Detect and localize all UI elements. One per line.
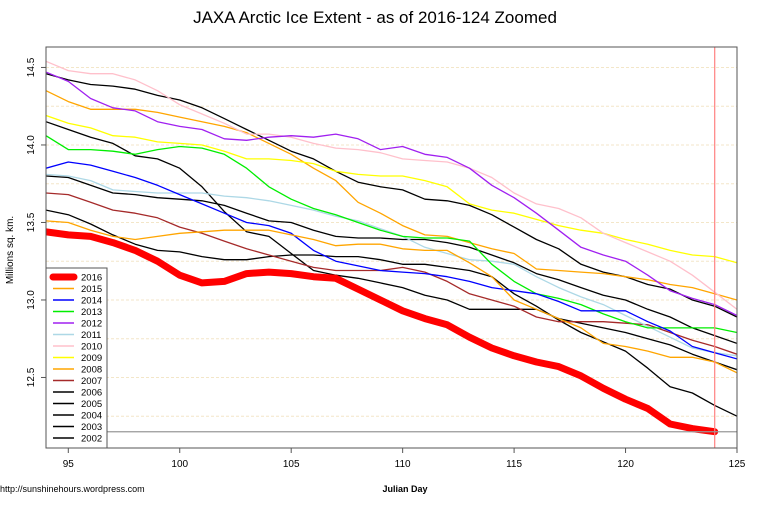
x-tick-label: 125	[729, 459, 746, 470]
x-tick-label: 95	[63, 459, 75, 470]
legend-label-2008: 2008	[81, 365, 102, 376]
y-tick-label: 12.5	[26, 367, 37, 387]
x-tick-label: 100	[171, 459, 188, 470]
legend-label-2005: 2005	[81, 399, 102, 410]
legend-label-2013: 2013	[81, 307, 102, 318]
x-tick-label: 105	[283, 459, 300, 470]
x-tick-label: 120	[617, 459, 634, 470]
legend-label-2016: 2016	[81, 273, 102, 284]
legend-label-2012: 2012	[81, 319, 102, 330]
grid-lines	[46, 66, 737, 417]
reference-lines	[46, 47, 737, 448]
legend-label-2006: 2006	[81, 388, 102, 399]
series-line-2003	[46, 209, 737, 417]
series-line-2009	[46, 114, 737, 264]
axes: 95 100 105 110 115 120 125 12.5 13.0 13.5 14.0 14.5	[26, 57, 746, 470]
series-line-2008	[46, 90, 737, 301]
series-line-2004	[46, 175, 737, 345]
x-tick-label: 110	[395, 459, 411, 470]
chart-title: JAXA Arctic Ice Extent - as of 2016-124 …	[193, 8, 557, 27]
legend-label-2010: 2010	[81, 342, 102, 353]
series-line-2015	[46, 220, 737, 374]
series-line-2007	[46, 192, 737, 355]
y-tick-label: 13.5	[26, 212, 37, 232]
plot-frame	[45, 46, 738, 449]
legend-label-2009: 2009	[81, 353, 102, 364]
legend-label-2007: 2007	[81, 376, 102, 387]
legend-label-2014: 2014	[81, 296, 102, 307]
series-line-2005	[46, 121, 737, 371]
series-line-2014	[46, 161, 737, 360]
series-line-2013	[46, 135, 737, 334]
x-axis-label: Julian Day	[382, 484, 427, 494]
series-line-2012	[46, 71, 737, 317]
legend: 2016201520142013201220112010200920082007…	[45, 267, 108, 449]
series-lines	[46, 60, 737, 436]
series-line-2011	[46, 173, 737, 357]
legend-label-2003: 2003	[81, 422, 102, 433]
x-tick-label: 115	[506, 459, 522, 470]
y-tick-label: 14.0	[26, 135, 37, 155]
legend-label-2011: 2011	[81, 330, 101, 341]
legend-label-2004: 2004	[81, 411, 102, 422]
legend-label-2002: 2002	[81, 434, 102, 445]
series-line-2016	[46, 228, 719, 436]
series-line-2010	[46, 60, 737, 310]
legend-label-2015: 2015	[81, 284, 102, 295]
y-axis-label: Millions sq. km.	[5, 216, 16, 284]
source-url: http://sunshinehours.wordpress.com	[0, 484, 145, 494]
y-tick-label: 13.0	[26, 290, 37, 310]
series-line-2006	[46, 73, 737, 318]
y-tick-label: 14.5	[26, 57, 37, 77]
